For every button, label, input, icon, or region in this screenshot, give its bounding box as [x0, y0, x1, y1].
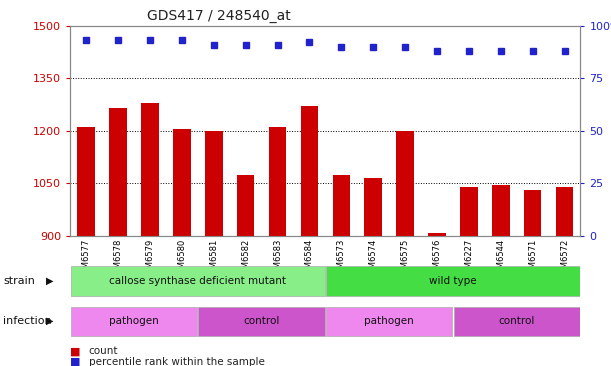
- Bar: [301, 106, 318, 366]
- Text: wild type: wild type: [429, 276, 477, 286]
- Bar: [492, 185, 510, 366]
- Bar: [71, 307, 197, 336]
- Bar: [524, 190, 541, 366]
- Bar: [460, 187, 478, 366]
- Bar: [141, 103, 159, 366]
- Bar: [364, 178, 382, 366]
- Bar: [109, 108, 127, 366]
- Text: GDS417 / 248540_at: GDS417 / 248540_at: [147, 9, 291, 23]
- Text: ■: ■: [70, 356, 81, 366]
- Text: pathogen: pathogen: [109, 316, 159, 326]
- Text: ▶: ▶: [46, 316, 54, 326]
- Bar: [199, 307, 324, 336]
- Bar: [173, 129, 191, 366]
- Bar: [326, 266, 580, 295]
- Text: ■: ■: [70, 346, 81, 356]
- Text: pathogen: pathogen: [364, 316, 414, 326]
- Bar: [453, 307, 580, 336]
- Text: count: count: [89, 346, 118, 356]
- Bar: [556, 187, 573, 366]
- Bar: [397, 131, 414, 366]
- Bar: [326, 307, 452, 336]
- Text: strain: strain: [3, 276, 35, 286]
- Text: percentile rank within the sample: percentile rank within the sample: [89, 356, 265, 366]
- Bar: [71, 266, 324, 295]
- Bar: [78, 127, 95, 366]
- Text: infection: infection: [3, 316, 52, 326]
- Bar: [205, 131, 222, 366]
- Bar: [237, 175, 254, 366]
- Text: callose synthase deficient mutant: callose synthase deficient mutant: [109, 276, 287, 286]
- Text: control: control: [499, 316, 535, 326]
- Text: ▶: ▶: [46, 276, 54, 286]
- Bar: [269, 127, 287, 366]
- Bar: [428, 232, 446, 366]
- Bar: [332, 175, 350, 366]
- Text: control: control: [243, 316, 280, 326]
